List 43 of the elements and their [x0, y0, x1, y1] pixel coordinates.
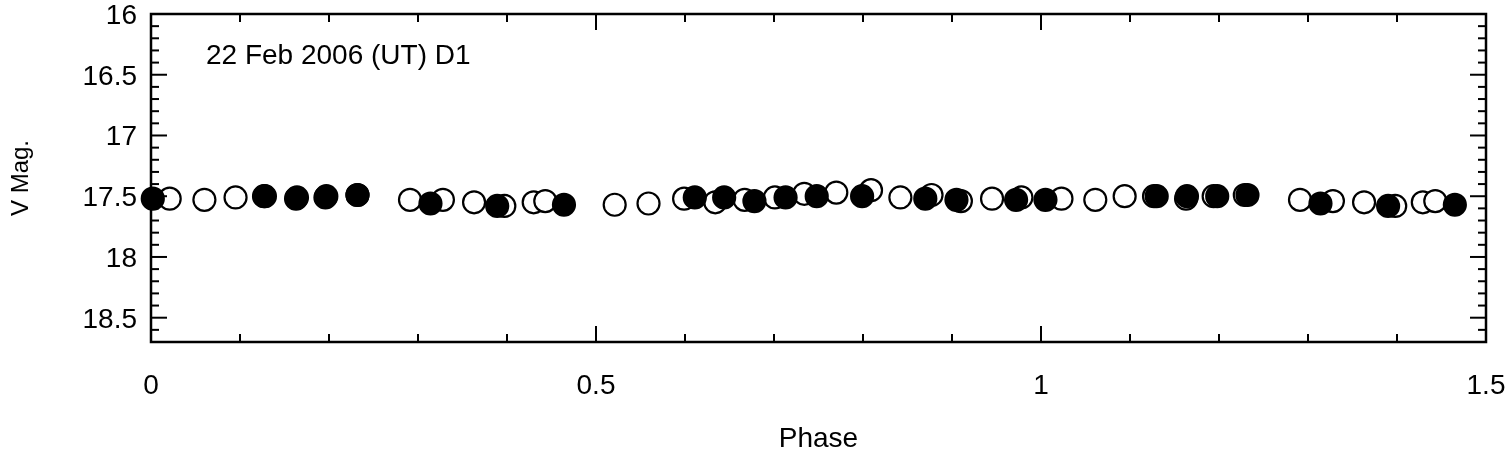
- point: [712, 185, 737, 210]
- point: [1308, 191, 1333, 216]
- y-tick-label: 16.5: [82, 59, 137, 91]
- x-tick-label: 1: [1033, 369, 1049, 400]
- point: [1112, 184, 1137, 209]
- point: [804, 184, 829, 209]
- point: [551, 192, 577, 217]
- point: [461, 190, 487, 215]
- point: [636, 191, 661, 216]
- point: [1083, 187, 1108, 212]
- point: [223, 185, 248, 210]
- point: [602, 192, 627, 217]
- point: [979, 186, 1005, 211]
- point: [888, 185, 913, 210]
- point: [1423, 188, 1448, 214]
- point: [682, 185, 707, 210]
- point: [742, 188, 767, 214]
- x-tick-label: 0.5: [576, 369, 616, 400]
- annotation: 22 Feb 2006 (UT) D1: [206, 39, 471, 70]
- point: [1376, 193, 1401, 219]
- y-tick-label: 16: [105, 0, 137, 30]
- x-tick-label: 0: [143, 369, 159, 400]
- point: [1351, 190, 1377, 215]
- point: [485, 193, 510, 219]
- point: [418, 191, 443, 216]
- x-axis-title: Phase: [778, 422, 859, 453]
- point: [397, 187, 423, 212]
- point: [1003, 187, 1029, 212]
- y-tick-label: 17.5: [82, 181, 137, 213]
- point: [1033, 187, 1058, 212]
- point: [773, 185, 798, 210]
- y-tick-label: 18.5: [82, 302, 137, 334]
- point: [533, 188, 558, 214]
- point: [824, 180, 849, 205]
- y-axis-title: V Mag.: [6, 139, 33, 217]
- x-tick-label: 1.5: [1466, 369, 1506, 400]
- point: [913, 186, 938, 211]
- point: [1287, 187, 1313, 212]
- y-tick-label: 18: [105, 241, 137, 273]
- y-tick-label: 17: [105, 120, 137, 152]
- point: [850, 184, 875, 209]
- point: [1442, 192, 1467, 217]
- point: [192, 187, 217, 212]
